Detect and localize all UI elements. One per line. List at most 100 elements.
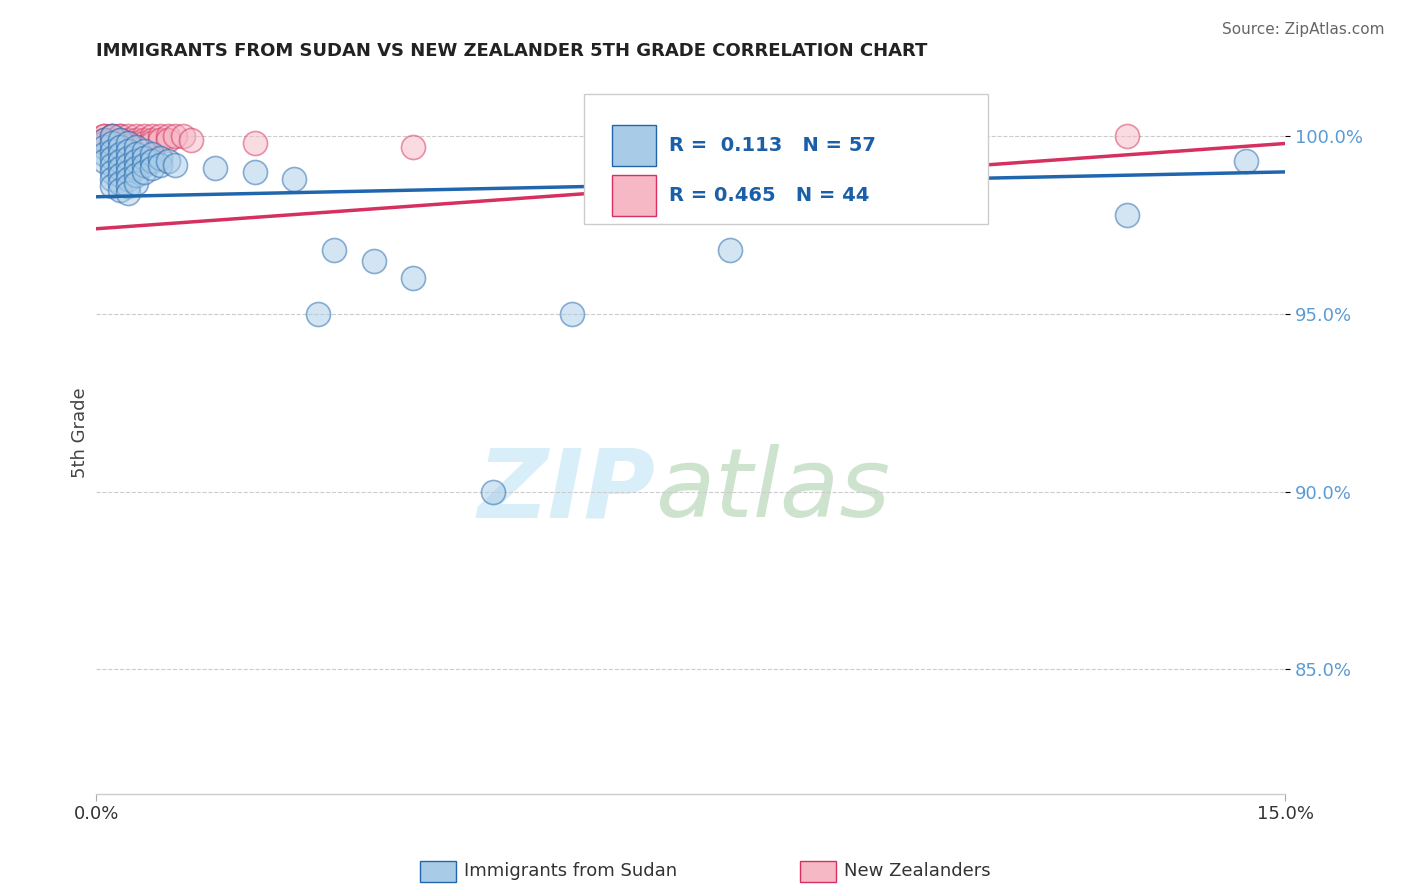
Point: [117, 151, 139, 165]
Point: [108, 140, 131, 154]
Point: [93, 129, 115, 144]
Point: [108, 183, 131, 197]
Point: [101, 140, 124, 154]
Point: [141, 154, 163, 169]
Point: [149, 129, 172, 144]
Point: [117, 179, 139, 194]
Point: [108, 129, 131, 144]
Point: [108, 133, 131, 147]
Text: R =  0.113   N = 57: R = 0.113 N = 57: [669, 136, 876, 154]
Point: [141, 136, 163, 151]
Point: [718, 243, 741, 257]
Point: [117, 147, 139, 161]
Point: [125, 140, 148, 154]
Point: [180, 133, 202, 147]
Point: [125, 176, 148, 190]
Point: [117, 172, 139, 186]
Point: [108, 144, 131, 158]
Point: [132, 165, 155, 179]
Point: [243, 136, 266, 151]
Point: [101, 129, 124, 144]
Point: [117, 144, 139, 158]
Point: [101, 165, 124, 179]
Point: [165, 129, 187, 144]
Point: [132, 133, 155, 147]
Point: [117, 136, 139, 151]
Point: [108, 136, 131, 151]
Point: [156, 133, 179, 147]
Point: [101, 151, 124, 165]
Text: IMMIGRANTS FROM SUDAN VS NEW ZEALANDER 5TH GRADE CORRELATION CHART: IMMIGRANTS FROM SUDAN VS NEW ZEALANDER 5…: [96, 42, 928, 60]
Point: [93, 147, 115, 161]
Point: [117, 186, 139, 201]
Point: [93, 136, 115, 151]
Text: Immigrants from Sudan: Immigrants from Sudan: [464, 863, 678, 880]
Point: [93, 140, 115, 154]
Point: [149, 158, 172, 172]
Point: [117, 129, 139, 144]
Point: [101, 179, 124, 194]
Point: [117, 136, 139, 151]
Point: [1115, 129, 1137, 144]
Point: [149, 133, 172, 147]
Point: [108, 154, 131, 169]
Point: [132, 129, 155, 144]
Point: [117, 144, 139, 158]
FancyBboxPatch shape: [612, 125, 657, 166]
Y-axis label: 5th Grade: 5th Grade: [72, 388, 89, 478]
Text: Source: ZipAtlas.com: Source: ZipAtlas.com: [1222, 22, 1385, 37]
Point: [101, 129, 124, 144]
Point: [125, 129, 148, 144]
Point: [108, 147, 131, 161]
Point: [117, 165, 139, 179]
Point: [125, 161, 148, 176]
Point: [108, 176, 131, 190]
Point: [481, 484, 503, 499]
Point: [117, 133, 139, 147]
Point: [117, 158, 139, 172]
Point: [307, 307, 329, 321]
Point: [283, 172, 305, 186]
Point: [141, 129, 163, 144]
Point: [101, 133, 124, 147]
Point: [204, 161, 226, 176]
Point: [402, 271, 425, 285]
Point: [101, 172, 124, 186]
Point: [125, 140, 148, 154]
Point: [101, 129, 124, 144]
Point: [125, 147, 148, 161]
Text: New Zealanders: New Zealanders: [844, 863, 990, 880]
Point: [125, 133, 148, 147]
Point: [156, 129, 179, 144]
Point: [101, 136, 124, 151]
Point: [561, 307, 583, 321]
FancyBboxPatch shape: [612, 176, 657, 217]
Point: [108, 147, 131, 161]
Point: [117, 140, 139, 154]
Point: [108, 169, 131, 183]
Point: [108, 133, 131, 147]
Point: [1234, 154, 1257, 169]
Point: [132, 158, 155, 172]
Point: [132, 144, 155, 158]
Point: [363, 253, 385, 268]
Point: [141, 161, 163, 176]
Text: R = 0.465   N = 44: R = 0.465 N = 44: [669, 186, 870, 205]
Point: [125, 154, 148, 169]
Point: [132, 136, 155, 151]
Text: atlas: atlas: [655, 444, 890, 537]
Point: [402, 140, 425, 154]
Point: [108, 140, 131, 154]
Point: [101, 144, 124, 158]
FancyBboxPatch shape: [583, 94, 988, 224]
Point: [125, 136, 148, 151]
Point: [1115, 208, 1137, 222]
Point: [101, 144, 124, 158]
Point: [101, 136, 124, 151]
Point: [132, 140, 155, 154]
Point: [108, 161, 131, 176]
Point: [323, 243, 346, 257]
Point: [132, 151, 155, 165]
Point: [165, 158, 187, 172]
Point: [125, 169, 148, 183]
